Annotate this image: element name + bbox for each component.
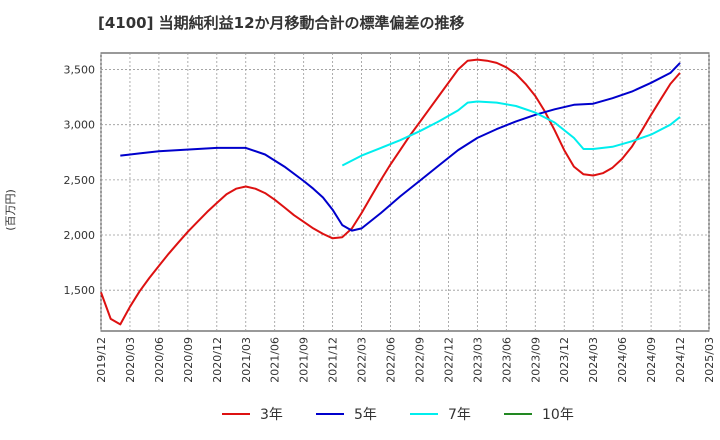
x-tick-label: 2024/06 bbox=[616, 337, 629, 383]
legend-label: 7年 bbox=[448, 407, 471, 423]
x-tick-label: 2019/12 bbox=[95, 337, 108, 383]
x-tick-label: 2023/03 bbox=[471, 337, 484, 383]
series-line bbox=[341, 100, 681, 167]
x-tick-label: 2021/12 bbox=[327, 337, 340, 383]
x-tick-label: 2022/09 bbox=[413, 337, 426, 383]
x-tick-label: 2023/09 bbox=[529, 337, 542, 383]
x-tick-label: 2024/09 bbox=[645, 337, 658, 383]
axis-layer: 2019/12 2020/03 2020/06 2020/09 2020/12 2021/… bbox=[64, 64, 717, 383]
x-tick-label: 2022/06 bbox=[385, 337, 398, 383]
y-tick-label: 2,000 bbox=[64, 229, 96, 242]
legend: 3年 5年 7年 10年 bbox=[222, 407, 574, 423]
x-tick-label: 2022/03 bbox=[356, 337, 369, 383]
x-tick-label: 2021/09 bbox=[298, 337, 311, 383]
x-tick-label: 2022/12 bbox=[442, 337, 455, 383]
series-layer bbox=[100, 58, 681, 326]
y-tick-label: 3,500 bbox=[64, 64, 96, 77]
x-tick-label: 2023/06 bbox=[500, 337, 513, 383]
legend-label: 5年 bbox=[354, 407, 377, 423]
grid-layer bbox=[100, 53, 710, 331]
y-tick-label: 2,500 bbox=[64, 174, 96, 187]
series-line bbox=[100, 58, 681, 326]
x-tick-label: 2023/12 bbox=[558, 337, 571, 383]
x-tick-label: 2021/06 bbox=[269, 337, 282, 383]
x-tick-label: 2024/12 bbox=[674, 337, 687, 383]
x-tick-label: 2024/03 bbox=[587, 337, 600, 383]
x-tick-label: 2020/06 bbox=[153, 337, 166, 383]
x-tick-label: 2021/03 bbox=[240, 337, 253, 383]
x-tick-label: 2020/09 bbox=[182, 337, 195, 383]
y-tick-label: 3,000 bbox=[64, 119, 96, 132]
x-tick-label: 2025/03 bbox=[703, 337, 716, 383]
x-tick-label: 2020/03 bbox=[124, 337, 137, 383]
legend-label: 10年 bbox=[542, 407, 574, 423]
x-tick-label: 2020/12 bbox=[211, 337, 224, 383]
y-axis-label: (百万円) bbox=[4, 189, 17, 231]
chart-title: [4100] 当期純利益12か月移動合計の標準偏差の推移 bbox=[98, 14, 465, 32]
y-tick-label: 1,500 bbox=[64, 284, 96, 297]
legend-label: 3年 bbox=[260, 407, 283, 423]
series-line bbox=[120, 62, 681, 232]
